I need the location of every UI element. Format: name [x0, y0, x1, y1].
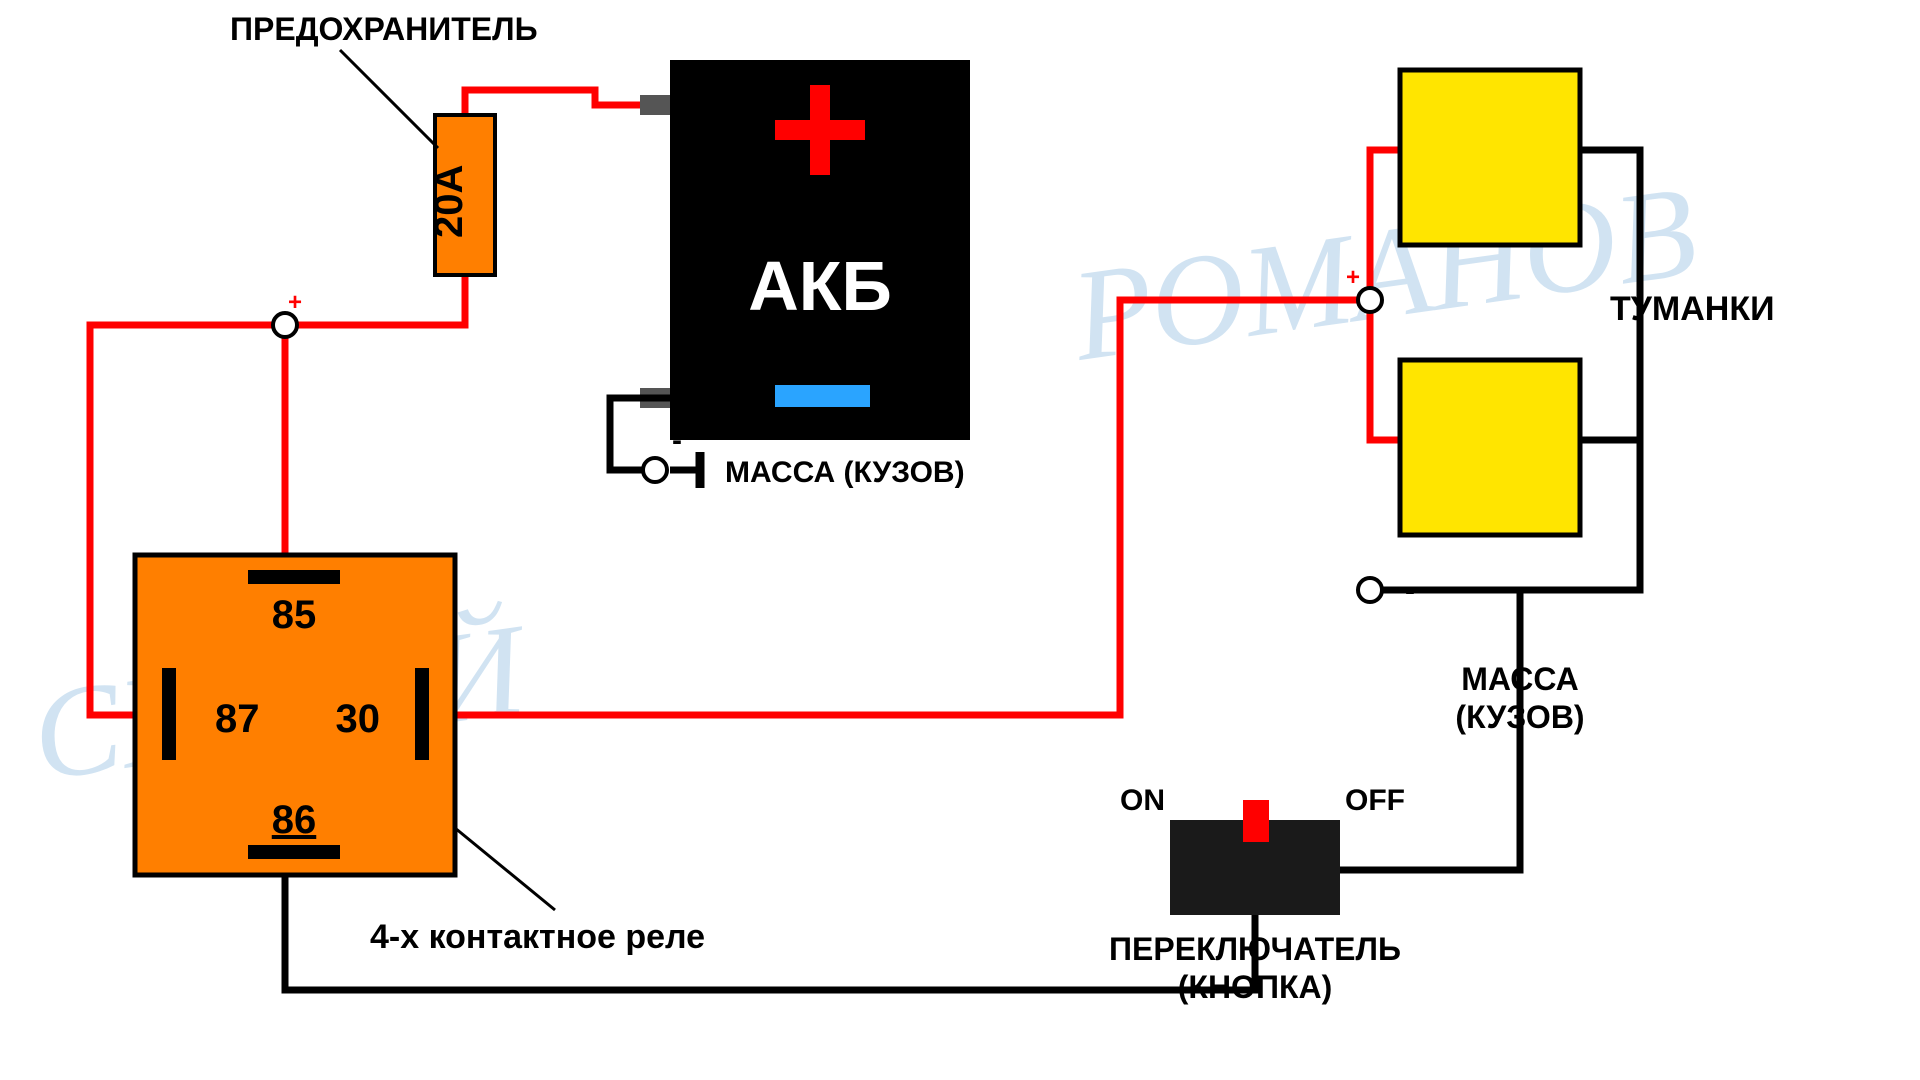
node-ground1 [643, 458, 667, 482]
node-fog-neg [1358, 578, 1382, 602]
wire-batt-to-fuse [465, 90, 670, 115]
relay-pin-87: 87 [215, 697, 260, 741]
watermark-line2: РОМАНОВ [1063, 159, 1704, 389]
wiring-diagram: СЕРГЕЙ РОМАНОВ АКБ [0, 0, 1920, 1080]
fuse-title: ПРЕДОХРАНИТЕЛЬ [230, 11, 538, 47]
relay: 85 86 87 30 [135, 555, 455, 875]
fog-lamp-2 [1400, 360, 1580, 535]
node-fog-pos [1358, 288, 1382, 312]
fog-title: ТУМАНКИ [1610, 290, 1775, 328]
relay-leader [455, 828, 555, 910]
ground1-minus: - [672, 424, 682, 457]
node-pos-plus: + [288, 289, 302, 316]
fuse-value: 20A [427, 165, 471, 238]
fuse: 20A [427, 115, 495, 275]
battery-label: АКБ [748, 247, 892, 325]
battery: АКБ [670, 60, 970, 440]
relay-pin-86: 86 [272, 798, 317, 842]
ground2-label-2: (КУЗОВ) [1455, 699, 1584, 735]
switch: ON OFF [1120, 784, 1405, 915]
switch-on-label: ON [1120, 784, 1165, 817]
ground2-label-1: МАССА [1461, 661, 1579, 697]
ground1-label: МАССА (КУЗОВ) [725, 456, 965, 489]
fog-lamp-1 [1400, 70, 1580, 245]
switch-off-label: OFF [1345, 784, 1405, 817]
fuse-leader [340, 50, 438, 148]
wire-fuse-to-node [285, 275, 465, 325]
node-pos-junction [273, 313, 297, 337]
switch-title-1: ПЕРЕКЛЮЧАТЕЛЬ [1109, 931, 1401, 967]
fog-neg-minus: - [1405, 574, 1415, 607]
switch-title-2: (КНОПКА) [1178, 969, 1332, 1005]
relay-pin-85: 85 [272, 593, 317, 637]
relay-title: 4-х контактное реле [370, 918, 705, 956]
fog-pos-plus: + [1346, 264, 1360, 291]
relay-pin-30: 30 [336, 697, 381, 741]
